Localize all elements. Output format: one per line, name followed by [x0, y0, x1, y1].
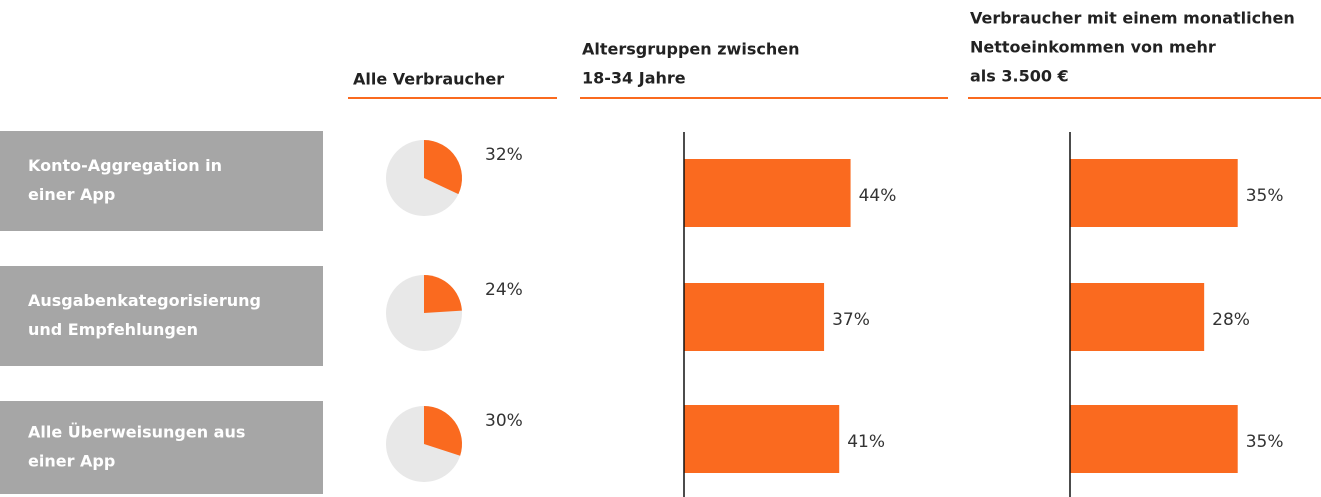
bar: [684, 283, 825, 351]
bar: [1070, 159, 1238, 227]
value-label: 37%: [832, 310, 870, 330]
column-title: Alle Verbraucher: [353, 70, 504, 89]
row-label-box: [0, 266, 323, 366]
value-label: 24%: [485, 280, 523, 300]
row-label-box: [0, 131, 323, 231]
value-label: 28%: [1212, 310, 1250, 330]
bar: [1070, 405, 1238, 473]
row-label: Ausgabenkategorisierung: [28, 291, 261, 310]
value-label: 41%: [847, 432, 885, 452]
row-label: Konto-Aggregation in: [28, 156, 222, 175]
bar: [684, 159, 851, 227]
value-label: 30%: [485, 411, 523, 431]
row-label: einer App: [28, 452, 115, 471]
pie-wedge: [424, 275, 462, 313]
column-title: Nettoeinkommen von mehr: [970, 38, 1216, 57]
row-label: und Empfehlungen: [28, 320, 198, 339]
row-label-box: [0, 401, 323, 494]
column-title: als 3.500 €: [970, 67, 1069, 86]
pie-wedge: [424, 140, 462, 195]
value-label: 44%: [859, 186, 897, 206]
column-title: Verbraucher mit einem monatlichen: [970, 9, 1295, 28]
row-label: einer App: [28, 185, 115, 204]
value-label: 35%: [1246, 186, 1284, 206]
column-title: Altersgruppen zwischen: [582, 40, 799, 59]
column-title: 18-34 Jahre: [582, 69, 686, 88]
bar: [684, 405, 840, 473]
bar: [1070, 283, 1205, 351]
value-label: 32%: [485, 145, 523, 165]
row-label: Alle Überweisungen aus: [28, 423, 245, 442]
pie-wedge: [424, 406, 462, 456]
value-label: 35%: [1246, 432, 1284, 452]
